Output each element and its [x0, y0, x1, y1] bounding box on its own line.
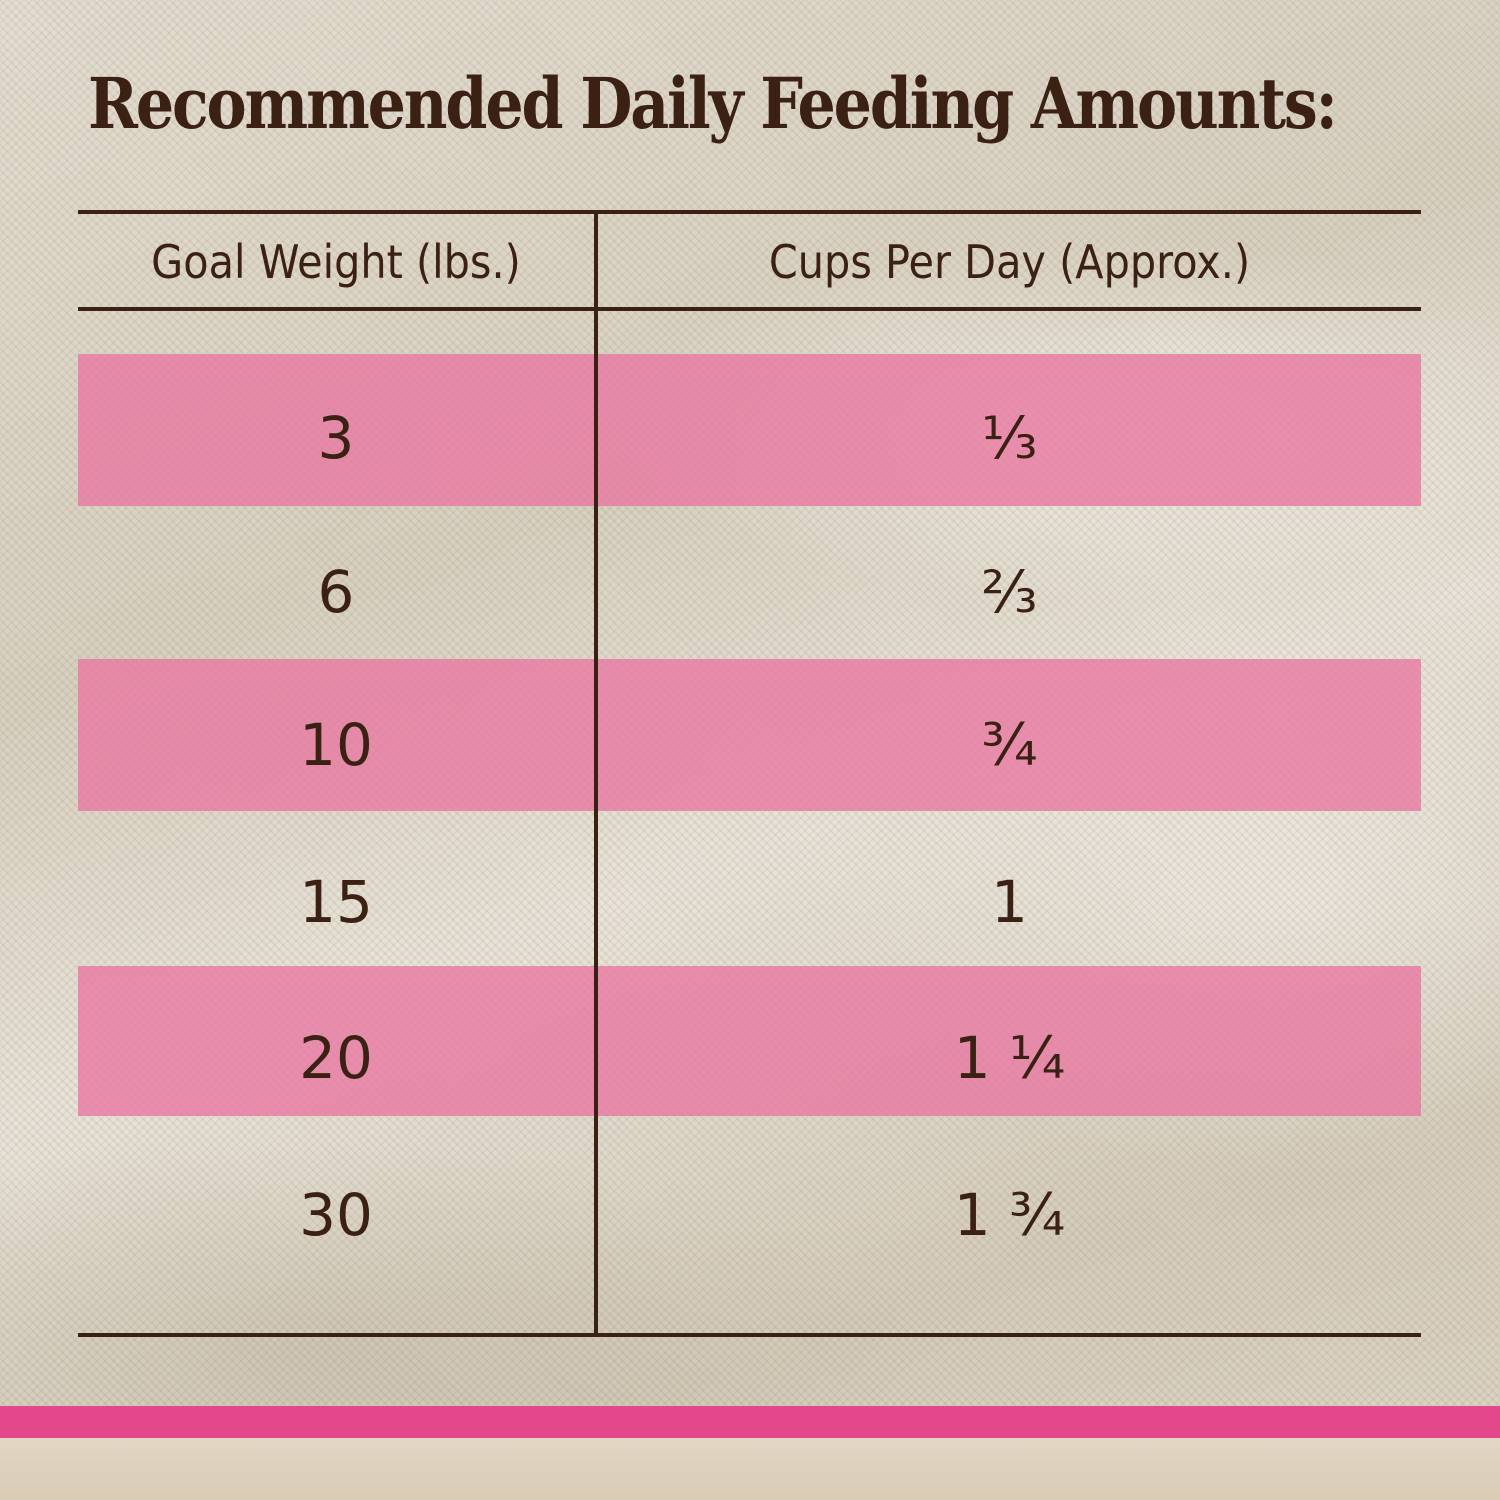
- goal-weight-cell: 20: [299, 1024, 373, 1092]
- column-header-goal-weight: Goal Weight (lbs.): [151, 235, 521, 289]
- cups-per-day-cell: 1: [991, 868, 1028, 936]
- column-header-cups-per-day: Cups Per Day (Approx.): [768, 235, 1251, 289]
- row-band-highlight: [78, 966, 1421, 1116]
- cups-per-day-cell: 1 ¼: [953, 1024, 1066, 1092]
- goal-weight-cell: 6: [317, 558, 355, 626]
- goal-weight-cell: 10: [299, 711, 373, 779]
- goal-weight-cell: 15: [299, 868, 373, 936]
- row-band-highlight: [78, 354, 1421, 506]
- cups-per-day-cell: ⅓: [981, 404, 1038, 472]
- cups-per-day-cell: 1 ¾: [953, 1181, 1066, 1249]
- footer-accent-band: [0, 1406, 1500, 1438]
- stone-floor-background: [0, 1438, 1500, 1500]
- header-bottom-rule: [78, 307, 1421, 311]
- table-bottom-rule: [78, 1333, 1421, 1337]
- goal-weight-cell: 30: [299, 1181, 373, 1249]
- page-title: Recommended Daily Feeding Amounts:: [88, 62, 1338, 145]
- cups-per-day-cell: ¾: [981, 711, 1038, 779]
- column-divider: [594, 210, 598, 1336]
- cups-per-day-cell: ⅔: [981, 558, 1038, 626]
- table-top-rule: [78, 210, 1421, 214]
- row-band-highlight: [78, 659, 1421, 811]
- goal-weight-cell: 3: [317, 404, 355, 472]
